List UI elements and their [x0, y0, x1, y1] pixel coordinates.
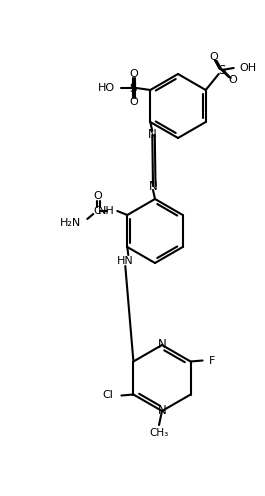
Text: N: N	[158, 405, 166, 418]
Text: NH: NH	[98, 206, 114, 216]
Text: N: N	[149, 180, 157, 192]
Text: O: O	[129, 97, 138, 107]
Text: H₂N: H₂N	[60, 218, 81, 228]
Text: S: S	[218, 63, 226, 76]
Text: O: O	[228, 75, 237, 85]
Text: F: F	[209, 356, 215, 366]
Text: O: O	[209, 52, 218, 62]
Text: OH: OH	[240, 63, 257, 73]
Text: C: C	[93, 206, 101, 216]
Text: CH₃: CH₃	[149, 428, 169, 438]
Text: N: N	[148, 128, 157, 141]
Text: O: O	[93, 191, 102, 201]
Text: O: O	[129, 69, 138, 79]
Text: HO: HO	[98, 83, 115, 93]
Text: N: N	[158, 338, 166, 352]
Text: HN: HN	[117, 256, 134, 266]
Text: Cl: Cl	[103, 390, 113, 400]
Text: S: S	[130, 81, 137, 95]
